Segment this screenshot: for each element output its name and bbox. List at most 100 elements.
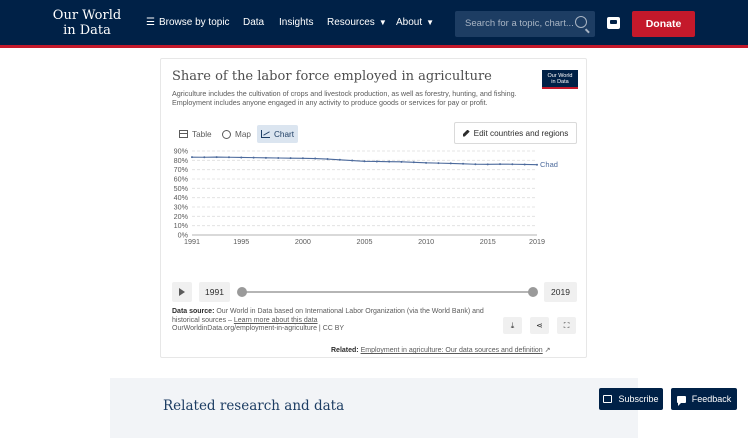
- data-point: [523, 163, 526, 166]
- related-research-title: Related research and data: [163, 398, 345, 414]
- y-tick-label: 30%: [174, 203, 189, 212]
- download-button[interactable]: ⤓: [503, 317, 522, 334]
- data-source-note: Data source: Our World in Data based on …: [172, 308, 492, 334]
- timeline-end-year[interactable]: 2019: [544, 282, 577, 302]
- data-point: [400, 160, 403, 163]
- related-note: Related: Employment in agriculture: Our …: [331, 346, 551, 354]
- x-tick-label: 2015: [480, 237, 496, 245]
- logo-line-2: in Data: [63, 23, 111, 38]
- table-icon: [179, 130, 188, 138]
- timeline-start-handle[interactable]: [237, 287, 247, 297]
- y-tick-label: 10%: [174, 221, 189, 230]
- nav-browse-label: Browse by topic: [158, 17, 230, 28]
- chart-title: Share of the labor force employed in agr…: [172, 69, 492, 84]
- timeline-track[interactable]: [243, 291, 533, 293]
- data-point: [301, 157, 304, 160]
- y-tick-label: 20%: [174, 212, 189, 221]
- source-url: OurWorldinData.org/employment-in-agricul…: [172, 325, 345, 333]
- chevron-down-icon: ▼: [378, 18, 387, 27]
- tab-map[interactable]: Map: [218, 125, 255, 143]
- mini-logo-line-1: Our World: [547, 73, 573, 79]
- data-point: [351, 159, 354, 162]
- data-point: [289, 157, 292, 160]
- data-point: [449, 162, 452, 165]
- edit-countries-label: Edit countries and regions: [473, 128, 569, 138]
- data-point: [227, 156, 230, 159]
- external-link-icon: ↗: [544, 347, 551, 354]
- edit-countries-button[interactable]: Edit countries and regions: [454, 122, 577, 144]
- related-link[interactable]: Employment in agriculture: Our data sour…: [360, 347, 543, 354]
- tab-chart[interactable]: Chart: [257, 125, 299, 143]
- pencil-icon: [462, 129, 470, 137]
- list-icon: ☰: [146, 17, 155, 28]
- data-point: [474, 163, 477, 166]
- related-label: Related:: [331, 347, 359, 354]
- globe-icon: [222, 129, 231, 139]
- data-point: [338, 158, 341, 161]
- chevron-down-icon: ▼: [426, 18, 435, 27]
- site-logo[interactable]: Our World in Data: [52, 8, 122, 38]
- timeline-end-handle[interactable]: [528, 287, 538, 297]
- series-label: Chad: [540, 160, 558, 169]
- data-point: [314, 157, 317, 160]
- x-tick-label: 2000: [295, 237, 311, 245]
- nav-resources-label: Resources: [327, 17, 375, 28]
- site-header: Our World in Data ☰ Browse by topic Data…: [0, 0, 748, 48]
- data-point: [191, 156, 193, 159]
- data-point: [215, 156, 218, 159]
- tab-table[interactable]: Table: [175, 125, 216, 143]
- search-input[interactable]: Search for a topic, chart...: [455, 11, 595, 37]
- data-point: [412, 161, 415, 164]
- chart-card: Share of the labor force employed in agr…: [160, 58, 587, 358]
- data-point: [499, 163, 502, 166]
- chart-subtitle: Agriculture includes the cultivation of …: [172, 89, 517, 108]
- tab-map-label: Map: [235, 129, 251, 139]
- data-point: [264, 156, 267, 159]
- line-chart-icon: [261, 130, 270, 138]
- learn-more-link[interactable]: Learn more about this data: [233, 316, 318, 324]
- data-point: [363, 160, 366, 163]
- chat-bubble-icon: [676, 395, 686, 406]
- data-point: [486, 163, 489, 166]
- tab-chart-label: Chart: [274, 129, 295, 139]
- nav-browse-by-topic[interactable]: ☰ Browse by topic: [146, 17, 230, 28]
- nav-insights-label: Insights: [279, 17, 314, 28]
- timeline-start-year[interactable]: 1991: [199, 282, 230, 302]
- subscribe-button[interactable]: Subscribe: [599, 388, 663, 410]
- data-point: [462, 162, 465, 165]
- search-placeholder: Search for a topic, chart...: [465, 18, 574, 29]
- feedback-button[interactable]: Feedback: [671, 388, 737, 410]
- data-point: [375, 160, 378, 163]
- share-button[interactable]: ⋖: [530, 317, 549, 334]
- share-icon: ⋖: [536, 321, 543, 330]
- nav-data-label: Data: [243, 17, 265, 28]
- data-point: [425, 161, 428, 164]
- nav-insights[interactable]: Insights: [279, 17, 313, 28]
- fullscreen-icon: ⛶: [563, 321, 570, 330]
- logo-line-1: Our World: [52, 8, 122, 23]
- nav-about[interactable]: About ▼: [396, 17, 434, 28]
- x-tick-label: 2005: [357, 237, 373, 245]
- play-button[interactable]: [172, 282, 192, 302]
- feedback-label: Feedback: [691, 394, 732, 404]
- nav-data[interactable]: Data: [243, 17, 264, 28]
- owid-mini-logo[interactable]: Our World in Data: [542, 70, 578, 89]
- data-point: [511, 163, 514, 166]
- donate-button[interactable]: Donate: [632, 11, 695, 37]
- nav-resources[interactable]: Resources ▼: [327, 17, 387, 28]
- y-tick-label: 40%: [174, 193, 189, 202]
- source-text: Our World in Data based on International…: [172, 308, 484, 324]
- subscribe-mail-icon[interactable]: [607, 17, 620, 29]
- line-chart: 0%10%20%30%40%50%60%70%80%90% 1991 1995 200…: [174, 147, 558, 246]
- x-tick-label: 1991: [184, 237, 200, 245]
- x-tick-label: 1995: [233, 237, 249, 245]
- download-icon: ⤓: [510, 321, 515, 330]
- y-tick-label: 70%: [174, 165, 189, 174]
- related-research-section: Related research and data: [110, 378, 638, 438]
- mini-logo-line-2: in Data: [551, 79, 569, 85]
- y-tick-label: 50%: [174, 184, 189, 193]
- nav-about-label: About: [396, 17, 423, 28]
- data-point: [326, 158, 329, 161]
- fullscreen-button[interactable]: ⛶: [557, 317, 576, 334]
- tab-table-label: Table: [192, 129, 212, 139]
